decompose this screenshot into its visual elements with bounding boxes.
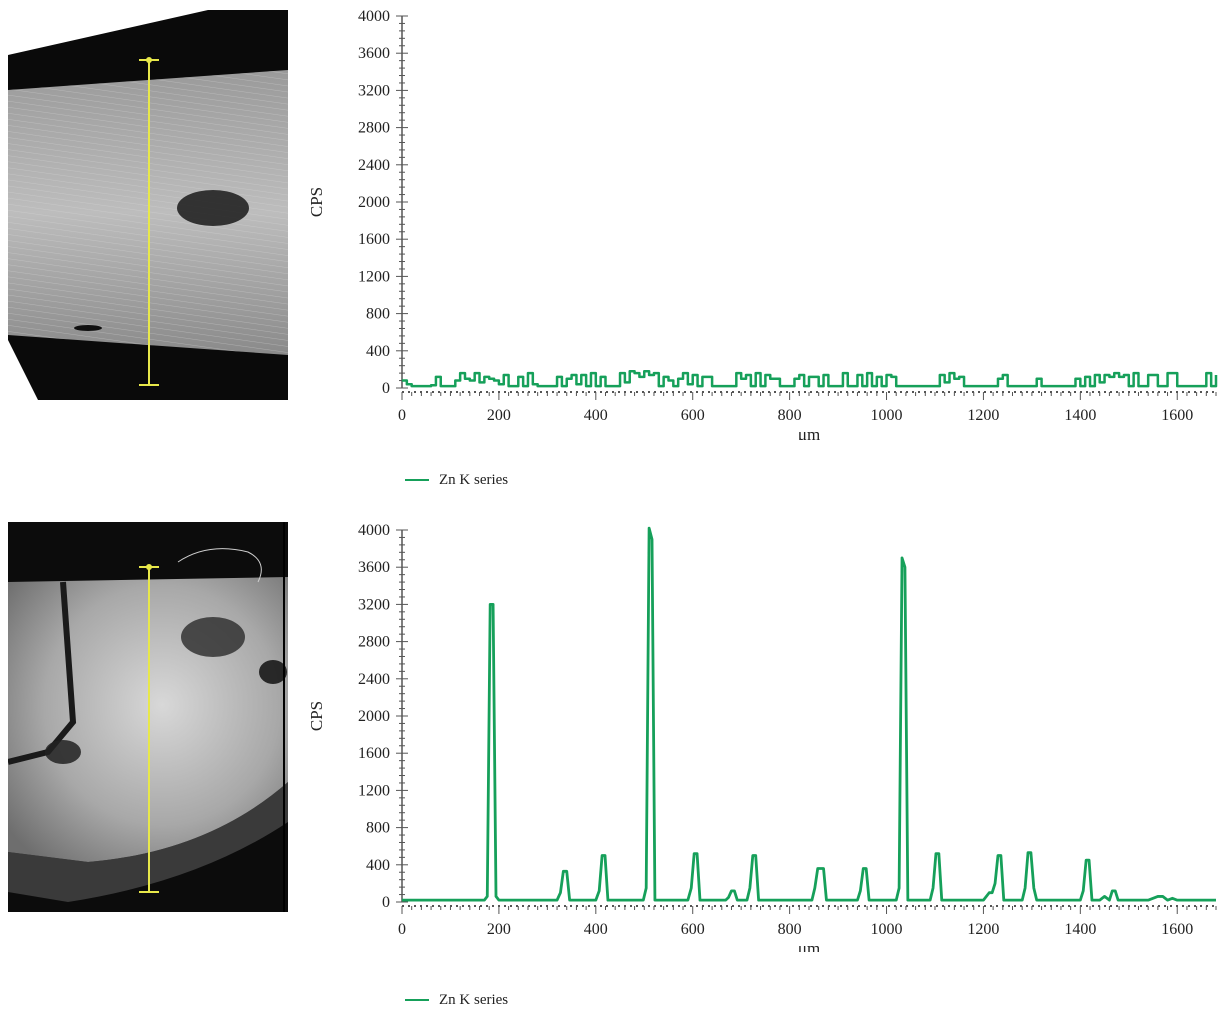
x-axis-title: μm [798, 939, 820, 952]
y-tick-label: 1200 [358, 268, 390, 285]
y-tick-label: 400 [366, 343, 390, 360]
x-tick-label: 400 [584, 921, 608, 938]
y-tick-label: 400 [366, 857, 390, 874]
legend-swatch [405, 999, 429, 1001]
x-tick-label: 1600 [1161, 407, 1193, 424]
legend-top: Zn K series [405, 470, 508, 490]
y-axis-title: CPS [307, 187, 326, 217]
y-tick-label: 0 [382, 380, 390, 397]
y-tick-label: 3200 [358, 596, 390, 613]
y-tick-label: 3200 [358, 82, 390, 99]
x-tick-label: 0 [398, 407, 406, 424]
sem-image-top [8, 10, 288, 400]
panel-top: 0 400 800 1200 1600 2000 2400 2800 3200 3600 4000 0… [0, 0, 1221, 500]
y-tick-label: 2400 [358, 671, 390, 688]
x-tick-label: 1200 [967, 407, 999, 424]
x-tick-label: 800 [778, 407, 802, 424]
line-chart-top: 0 400 800 1200 1600 2000 2400 2800 3200 3600 4000 0… [307, 8, 1218, 440]
x-tick-label: 200 [487, 921, 511, 938]
y-tick-label: 1600 [358, 231, 390, 248]
y-tick-label: 4000 [358, 8, 390, 25]
x-tick-label: 1200 [967, 921, 999, 938]
legend-bottom: Zn K series [405, 990, 508, 1010]
y-tick-label: 0 [382, 894, 390, 911]
y-tick-label: 800 [366, 306, 390, 323]
legend-label: Zn K series [439, 471, 509, 488]
y-tick-label: 2400 [358, 157, 390, 174]
y-tick-label: 2000 [358, 708, 390, 725]
y-tick-label: 800 [366, 820, 390, 837]
x-tick-label: 600 [681, 407, 705, 424]
x-tick-label: 800 [778, 921, 802, 938]
x-axis-title: μm [798, 425, 820, 440]
y-tick-label: 4000 [358, 522, 390, 539]
x-tick-label: 1600 [1161, 921, 1193, 938]
y-tick-label: 3600 [358, 559, 390, 576]
series-line-zn-k [402, 526, 1216, 902]
y-tick-label: 2800 [358, 120, 390, 137]
line-chart-bottom: 0 400 800 1200 1600 2000 2400 2800 3200 3600 4000 0… [307, 522, 1217, 952]
series-line-zn-k [402, 370, 1218, 388]
x-tick-label: 1000 [871, 921, 903, 938]
y-axis-title: CPS [307, 701, 326, 731]
y-tick-label: 2000 [358, 194, 390, 211]
sem-image-bottom [8, 522, 288, 912]
y-tick-label: 1200 [358, 782, 390, 799]
x-tick-label: 0 [398, 921, 406, 938]
x-tick-label: 1000 [871, 407, 903, 424]
y-tick-label: 2800 [358, 634, 390, 651]
x-tick-label: 600 [681, 921, 705, 938]
y-tick-label: 3600 [358, 45, 390, 62]
x-tick-label: 200 [487, 407, 511, 424]
x-tick-label: 1400 [1064, 407, 1096, 424]
legend-swatch [405, 479, 429, 481]
x-tick-label: 1400 [1064, 921, 1096, 938]
y-tick-label: 1600 [358, 745, 390, 762]
legend-label: Zn K series [439, 991, 509, 1008]
x-tick-label: 400 [584, 407, 608, 424]
panel-bottom: 0 400 800 1200 1600 2000 2400 2800 3200 3600 4000 0… [0, 512, 1221, 1008]
